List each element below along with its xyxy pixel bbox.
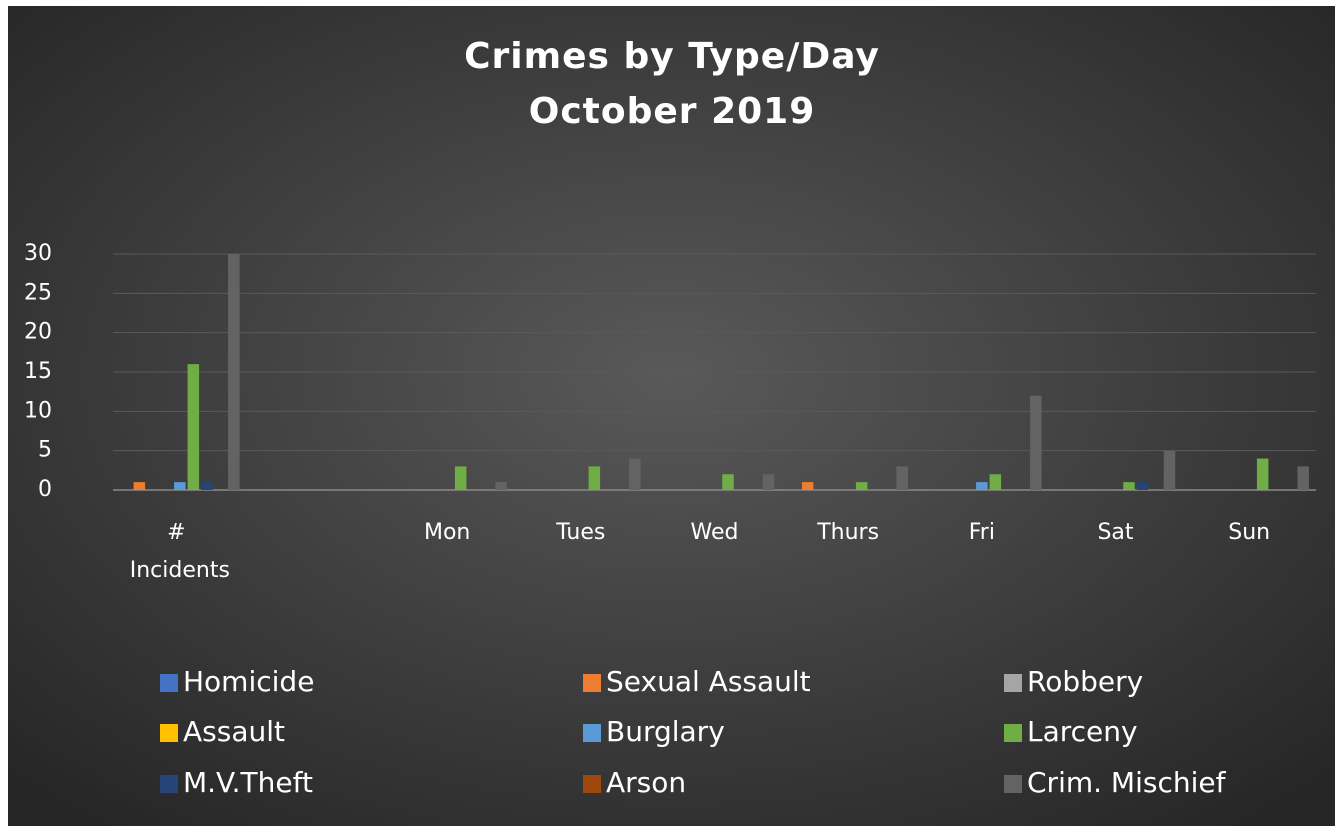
- bar: [762, 474, 775, 490]
- x-tick-label: Tues: [555, 520, 605, 545]
- bar: [174, 482, 186, 490]
- legend-label: Arson: [606, 766, 686, 799]
- y-tick-label: 5: [38, 438, 52, 463]
- x-tick-label: # Incidents: [130, 520, 230, 583]
- legend-swatch: [160, 674, 178, 692]
- bar: [1297, 466, 1309, 490]
- y-tick-label: 25: [24, 280, 52, 305]
- legend-swatch: [583, 775, 601, 793]
- bar: [1123, 482, 1135, 490]
- y-tick-label: 0: [38, 477, 52, 502]
- legend-swatch: [1004, 674, 1022, 692]
- bar: [722, 474, 734, 490]
- legend-swatch: [1004, 775, 1022, 793]
- legend-label: Robbery: [1027, 665, 1143, 698]
- legend-swatch: [583, 724, 601, 742]
- y-tick-label: 15: [24, 359, 52, 384]
- bar: [801, 482, 814, 490]
- bar: [896, 466, 908, 490]
- legend-swatch: [160, 775, 178, 793]
- x-tick-label: Mon: [424, 520, 470, 545]
- bar: [989, 474, 1002, 490]
- legend-swatch: [1004, 724, 1022, 742]
- bar: [201, 482, 213, 490]
- chart-title: Crimes by Type/Day: [464, 36, 880, 77]
- bar: [855, 482, 868, 490]
- bar: [629, 458, 641, 490]
- x-tick-label: Sat: [1097, 520, 1133, 545]
- chart-subtitle: October 2019: [529, 91, 816, 132]
- x-tick-label: Sun: [1228, 520, 1270, 545]
- legend-label: Sexual Assault: [606, 665, 811, 698]
- legend-label: Assault: [183, 715, 285, 748]
- y-tick-label: 20: [24, 320, 52, 345]
- y-tick-label: 30: [24, 241, 52, 266]
- legend-label: Burglary: [606, 715, 725, 748]
- y-tick-label: 10: [24, 398, 52, 423]
- legend-label: Homicide: [183, 665, 314, 698]
- bar: [588, 466, 601, 490]
- legend-swatch: [583, 674, 601, 692]
- bar: [976, 482, 988, 490]
- bar: [133, 482, 146, 490]
- bar: [187, 364, 200, 490]
- legend-label: Crim. Mischief: [1027, 766, 1227, 799]
- legend-label: M.V.Theft: [183, 766, 313, 799]
- x-tick-label: Wed: [691, 520, 739, 545]
- x-tick-label: Thurs: [816, 520, 879, 545]
- bar: [1136, 482, 1149, 490]
- x-tick-label: Fri: [969, 520, 995, 545]
- bar: [495, 482, 507, 490]
- legend-swatch: [160, 724, 178, 742]
- legend-label: Larceny: [1027, 715, 1138, 748]
- bar: [454, 466, 467, 490]
- bar: [228, 254, 240, 490]
- bar: [1163, 450, 1176, 490]
- bar: [1030, 395, 1042, 490]
- bar: [1256, 458, 1269, 490]
